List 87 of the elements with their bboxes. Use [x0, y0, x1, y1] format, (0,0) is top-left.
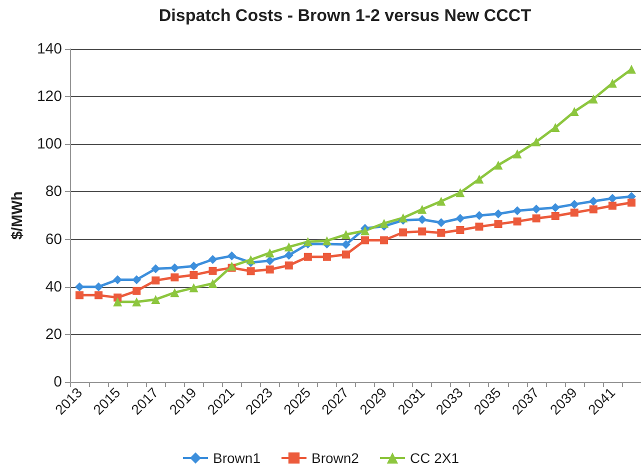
- y-tick-label: 100: [36, 136, 62, 153]
- point: [589, 205, 598, 214]
- legend-label: CC 2X1: [410, 450, 460, 466]
- point: [532, 214, 540, 222]
- point: [151, 264, 160, 274]
- point: [151, 294, 160, 304]
- point: [494, 160, 503, 170]
- point: [436, 218, 446, 228]
- point: [627, 198, 636, 207]
- point: [132, 286, 141, 295]
- point: [170, 273, 179, 282]
- point: [342, 250, 350, 259]
- point: [303, 237, 312, 246]
- point: [608, 202, 616, 210]
- y-tick-label: 60: [45, 230, 62, 248]
- point: [418, 227, 426, 236]
- point: [512, 206, 522, 216]
- point: [380, 218, 389, 228]
- point: [626, 64, 636, 74]
- point: [494, 209, 503, 218]
- point: [474, 174, 484, 184]
- point: [512, 149, 522, 158]
- point: [265, 248, 274, 258]
- point: [208, 266, 217, 275]
- point: [322, 252, 331, 261]
- point: [360, 226, 370, 236]
- y-tick-label: 0: [54, 374, 62, 390]
- point: [570, 208, 578, 217]
- point: [361, 236, 370, 244]
- point: [398, 213, 408, 222]
- point: [588, 196, 598, 206]
- legend-label: Brown1: [213, 450, 261, 466]
- point: [94, 282, 104, 292]
- point: [132, 275, 142, 284]
- point: [456, 188, 465, 198]
- point: [189, 262, 198, 271]
- legend-label: Brown2: [311, 450, 360, 466]
- point: [113, 297, 122, 306]
- point: [494, 220, 502, 228]
- point: [132, 297, 142, 306]
- chart-title: Dispatch Costs - Brown 1-2 versus New CCCT: [158, 6, 532, 25]
- point: [380, 236, 388, 244]
- point: [94, 291, 103, 300]
- point: [322, 236, 332, 246]
- point: [284, 242, 294, 252]
- point: [304, 252, 312, 261]
- point: [189, 283, 198, 292]
- point: [608, 78, 617, 88]
- point: [284, 250, 294, 260]
- y-tick-label: 20: [45, 326, 62, 343]
- point: [570, 200, 579, 209]
- point: [170, 263, 180, 272]
- point: [284, 261, 293, 270]
- point: [265, 256, 274, 266]
- point: [399, 228, 408, 236]
- y-tick-label: 120: [36, 88, 62, 106]
- point: [152, 276, 160, 284]
- point: [513, 217, 522, 226]
- point: [456, 226, 464, 234]
- point: [76, 291, 84, 300]
- point: [532, 204, 541, 214]
- y-tick-label: 140: [36, 40, 62, 58]
- point: [418, 215, 427, 224]
- point: [456, 214, 465, 223]
- point: [550, 203, 560, 212]
- point: [227, 251, 236, 260]
- point: [475, 222, 484, 231]
- point: [551, 212, 560, 220]
- point: [436, 196, 446, 206]
- point: [246, 267, 255, 276]
- y-tick-label: 80: [45, 183, 62, 200]
- point: [550, 122, 560, 132]
- point: [532, 137, 541, 146]
- point: [208, 255, 218, 264]
- y-axis-title: $/MWh: [9, 191, 26, 240]
- point: [190, 270, 198, 279]
- point: [608, 194, 617, 203]
- point: [208, 279, 218, 288]
- point: [588, 94, 598, 104]
- point: [170, 288, 180, 298]
- point: [246, 255, 256, 264]
- point: [418, 204, 427, 214]
- point: [341, 230, 350, 240]
- y-tick-label: 40: [45, 278, 62, 296]
- point: [437, 228, 446, 237]
- point: [474, 211, 484, 220]
- point: [266, 265, 274, 274]
